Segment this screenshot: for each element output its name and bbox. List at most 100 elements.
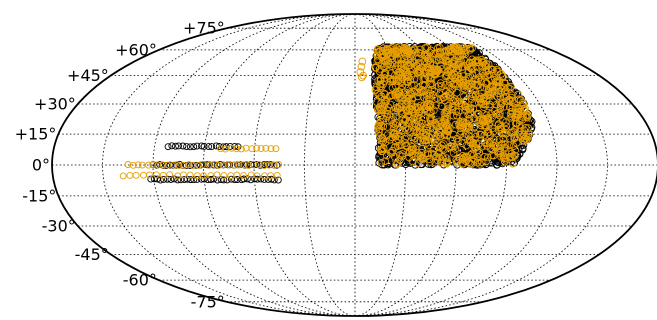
y-tick-label: -75° bbox=[191, 292, 225, 311]
data-point bbox=[134, 161, 142, 169]
data-point bbox=[436, 79, 445, 87]
data-point bbox=[407, 81, 416, 89]
data-point bbox=[461, 97, 470, 106]
data-point bbox=[464, 110, 473, 119]
data-point bbox=[377, 111, 386, 120]
data-point bbox=[193, 172, 201, 180]
data-point bbox=[440, 119, 449, 128]
data-point bbox=[429, 66, 438, 74]
data-point bbox=[487, 106, 495, 114]
data-point bbox=[506, 134, 515, 143]
data-point bbox=[411, 134, 419, 143]
data-point bbox=[489, 97, 497, 106]
data-point bbox=[267, 145, 275, 153]
data-point bbox=[410, 119, 419, 128]
data-point bbox=[415, 127, 424, 136]
data-point bbox=[119, 172, 127, 180]
data-point bbox=[168, 142, 176, 150]
data-point bbox=[227, 172, 235, 180]
data-point bbox=[358, 57, 367, 66]
data-point bbox=[233, 171, 241, 179]
data-point bbox=[429, 91, 437, 100]
data-point bbox=[520, 137, 529, 145]
data-point bbox=[461, 76, 470, 84]
series-orange-points bbox=[119, 42, 533, 180]
data-point bbox=[154, 161, 162, 169]
data-point bbox=[460, 47, 468, 55]
data-point bbox=[440, 131, 449, 140]
data-point bbox=[170, 161, 178, 169]
data-point bbox=[394, 94, 402, 102]
data-point bbox=[461, 152, 470, 161]
data-point bbox=[511, 125, 519, 134]
data-point bbox=[381, 69, 390, 78]
data-point bbox=[268, 175, 275, 183]
meridian-line bbox=[253, 13, 356, 317]
data-point bbox=[430, 144, 438, 153]
data-point bbox=[470, 114, 479, 122]
data-point bbox=[376, 76, 385, 85]
data-point bbox=[422, 96, 431, 104]
data-point bbox=[386, 100, 395, 109]
data-point bbox=[440, 96, 449, 105]
data-point bbox=[465, 123, 474, 131]
data-point bbox=[432, 152, 440, 161]
data-point bbox=[477, 119, 485, 127]
data-point bbox=[416, 156, 425, 165]
data-point bbox=[495, 149, 503, 157]
data-point bbox=[453, 43, 462, 52]
data-point bbox=[240, 161, 248, 169]
data-point bbox=[388, 83, 397, 92]
data-point bbox=[459, 153, 468, 162]
data-point bbox=[416, 136, 425, 145]
data-point bbox=[217, 145, 225, 153]
data-point bbox=[496, 147, 505, 156]
data-point bbox=[398, 74, 407, 83]
meridian-line bbox=[354, 13, 507, 317]
data-point bbox=[372, 83, 381, 92]
data-point bbox=[149, 161, 157, 169]
data-point bbox=[164, 143, 172, 151]
data-point bbox=[213, 171, 221, 179]
meridian-line bbox=[354, 13, 558, 317]
data-point bbox=[250, 160, 257, 168]
data-point bbox=[469, 86, 478, 95]
data-point bbox=[401, 134, 409, 143]
data-point bbox=[374, 45, 382, 54]
data-point bbox=[484, 88, 493, 97]
data-point bbox=[500, 78, 509, 87]
data-point bbox=[159, 161, 167, 169]
data-point bbox=[384, 45, 393, 54]
data-point bbox=[501, 144, 510, 152]
data-point bbox=[521, 104, 530, 113]
data-point bbox=[430, 70, 438, 79]
data-point bbox=[413, 103, 422, 112]
data-point bbox=[399, 66, 408, 74]
data-point bbox=[399, 121, 407, 130]
data-point bbox=[256, 161, 264, 169]
data-point bbox=[186, 171, 194, 179]
data-point bbox=[255, 161, 263, 169]
data-point bbox=[387, 116, 396, 124]
data-point bbox=[205, 161, 213, 169]
data-point bbox=[387, 52, 395, 60]
data-point bbox=[433, 44, 442, 53]
data-point bbox=[466, 103, 475, 112]
data-point bbox=[375, 103, 384, 111]
data-point bbox=[435, 126, 443, 134]
data-point bbox=[420, 136, 429, 145]
data-point bbox=[408, 94, 416, 103]
data-point bbox=[383, 106, 392, 115]
data-point bbox=[455, 120, 463, 128]
data-point bbox=[448, 103, 457, 112]
data-point bbox=[474, 156, 482, 165]
y-tick-label: -15° bbox=[22, 186, 56, 205]
data-point bbox=[233, 176, 241, 183]
data-point bbox=[441, 80, 450, 89]
data-point bbox=[205, 143, 213, 151]
data-point bbox=[478, 117, 487, 125]
data-point bbox=[210, 160, 218, 168]
data-point bbox=[499, 72, 507, 81]
data-point bbox=[129, 161, 137, 169]
data-point bbox=[200, 172, 207, 180]
